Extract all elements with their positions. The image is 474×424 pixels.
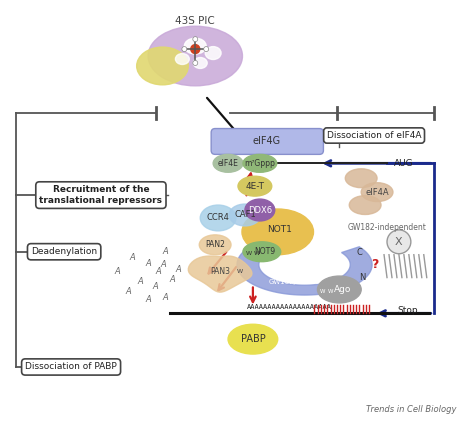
- Text: A: A: [161, 260, 166, 269]
- Ellipse shape: [243, 242, 281, 262]
- Ellipse shape: [213, 154, 243, 172]
- Polygon shape: [237, 234, 372, 295]
- Text: eIF4G: eIF4G: [253, 137, 281, 146]
- Text: C: C: [356, 248, 362, 257]
- Text: W: W: [328, 289, 333, 294]
- Text: N: N: [359, 273, 365, 282]
- Text: A: A: [170, 275, 175, 284]
- Text: AUG: AUG: [394, 159, 414, 168]
- Text: Ago: Ago: [334, 285, 351, 294]
- Text: PAN2: PAN2: [205, 240, 225, 249]
- Text: A: A: [146, 259, 152, 268]
- Circle shape: [387, 230, 411, 254]
- Text: PABP: PABP: [240, 334, 265, 344]
- Ellipse shape: [148, 26, 243, 86]
- Text: W: W: [246, 251, 252, 256]
- Text: W: W: [254, 251, 260, 256]
- Text: GW182-independent: GW182-independent: [347, 223, 427, 232]
- Text: Stop: Stop: [397, 306, 418, 315]
- Ellipse shape: [349, 195, 381, 215]
- Text: A: A: [138, 277, 144, 286]
- Ellipse shape: [175, 53, 189, 64]
- Text: A: A: [153, 282, 158, 291]
- Text: Dissociation of PABP: Dissociation of PABP: [25, 363, 117, 371]
- Ellipse shape: [238, 176, 272, 196]
- Ellipse shape: [245, 199, 275, 221]
- Text: W: W: [319, 289, 325, 294]
- Text: eIF4A: eIF4A: [365, 188, 389, 197]
- Circle shape: [193, 36, 198, 42]
- Text: CAF1: CAF1: [234, 210, 256, 220]
- Text: A: A: [115, 267, 121, 276]
- Circle shape: [191, 45, 200, 53]
- Text: NOT1: NOT1: [267, 226, 292, 234]
- Ellipse shape: [229, 204, 261, 226]
- Ellipse shape: [193, 58, 207, 68]
- Ellipse shape: [200, 205, 236, 231]
- Ellipse shape: [205, 47, 221, 59]
- Circle shape: [182, 47, 187, 52]
- Circle shape: [204, 47, 209, 52]
- Text: A: A: [146, 295, 152, 304]
- Text: m⁷Gppp: m⁷Gppp: [245, 159, 275, 168]
- Text: GW182/TNRC6: GW182/TNRC6: [269, 279, 320, 285]
- Polygon shape: [188, 256, 252, 292]
- Text: A: A: [175, 265, 181, 274]
- Ellipse shape: [199, 235, 231, 255]
- Text: Recruitment of the
translational repressors: Recruitment of the translational repress…: [39, 185, 163, 205]
- Text: ?: ?: [372, 258, 379, 271]
- Ellipse shape: [361, 183, 393, 201]
- Text: W: W: [237, 269, 243, 274]
- Ellipse shape: [184, 38, 206, 54]
- Ellipse shape: [243, 154, 277, 172]
- Text: A: A: [126, 287, 132, 296]
- Ellipse shape: [137, 47, 188, 85]
- Text: DDX6: DDX6: [248, 206, 272, 215]
- Circle shape: [193, 61, 198, 65]
- Ellipse shape: [345, 169, 377, 188]
- Text: A: A: [130, 253, 136, 262]
- Text: NOT9: NOT9: [254, 247, 275, 256]
- Text: 4E-T: 4E-T: [246, 181, 264, 191]
- Text: AAAAAAAAAAAAAAAAAAAA: AAAAAAAAAAAAAAAAAAAA: [247, 304, 332, 310]
- Text: Dissociation of eIF4A: Dissociation of eIF4A: [327, 131, 421, 140]
- Text: Deadenylation: Deadenylation: [31, 247, 97, 256]
- Text: A: A: [163, 247, 168, 256]
- Text: PAN3: PAN3: [210, 267, 230, 276]
- Text: eIF4E: eIF4E: [218, 159, 238, 168]
- Text: CCR4: CCR4: [207, 213, 229, 223]
- Ellipse shape: [242, 209, 313, 255]
- FancyBboxPatch shape: [211, 128, 323, 154]
- Text: Trends in Cell Biology: Trends in Cell Biology: [366, 404, 456, 414]
- Text: A: A: [163, 293, 168, 302]
- Ellipse shape: [228, 324, 278, 354]
- Text: A: A: [155, 267, 161, 276]
- Text: X: X: [395, 237, 403, 247]
- Text: 43S PIC: 43S PIC: [175, 16, 215, 26]
- Ellipse shape: [318, 276, 361, 303]
